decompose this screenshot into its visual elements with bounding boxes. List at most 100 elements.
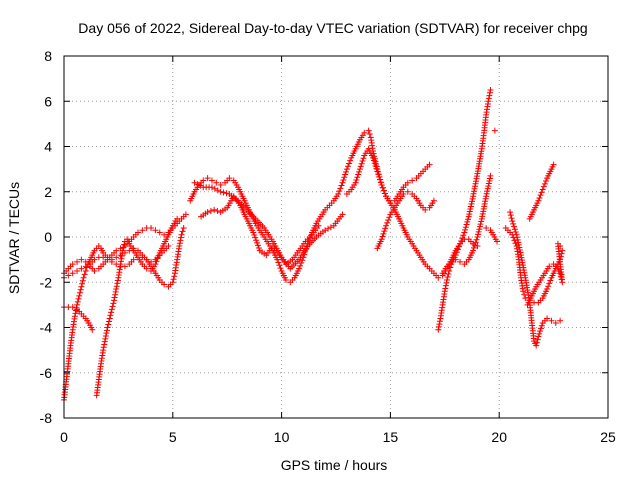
- data-point: [359, 157, 366, 164]
- data-point: [515, 241, 522, 248]
- data-point: [546, 280, 553, 287]
- data-point: [148, 224, 155, 231]
- data-point: [180, 224, 187, 231]
- data-point: [462, 224, 469, 231]
- x-tick-label: 5: [169, 429, 177, 445]
- data-point: [487, 86, 494, 93]
- data-point: [213, 179, 220, 186]
- data-point: [77, 286, 84, 293]
- data-point: [557, 317, 564, 324]
- data-point: [534, 336, 541, 343]
- data-point: [516, 244, 523, 251]
- data-point: [484, 188, 491, 195]
- data-point: [296, 265, 303, 272]
- data-point: [111, 294, 118, 301]
- data-point: [114, 277, 121, 284]
- data-point: [208, 177, 215, 184]
- data-point: [457, 258, 464, 265]
- x-tick-label: 0: [60, 429, 68, 445]
- data-point: [508, 215, 515, 222]
- data-point: [544, 315, 551, 322]
- data-point: [274, 256, 281, 263]
- data-point: [459, 235, 466, 242]
- data-point: [106, 315, 113, 322]
- data-point: [343, 168, 350, 175]
- data-point: [107, 312, 114, 319]
- data-point: [171, 273, 178, 280]
- data-point: [476, 226, 483, 233]
- data-point: [404, 179, 411, 186]
- data-point: [533, 339, 540, 346]
- data-point: [341, 174, 348, 181]
- data-point: [435, 274, 442, 281]
- data-point: [474, 234, 481, 240]
- data-point: [443, 279, 450, 286]
- data-point: [548, 317, 555, 324]
- data-point: [544, 286, 551, 293]
- data-point: [179, 228, 186, 235]
- y-tick-label: 8: [44, 48, 52, 64]
- y-tick-label: 6: [44, 93, 52, 109]
- data-point: [104, 256, 111, 263]
- x-tick-labels: 0 5 10 15 20 25: [60, 429, 616, 445]
- data-point: [253, 237, 260, 244]
- data-point: [400, 191, 407, 198]
- data-series: [61, 243, 172, 281]
- data-point: [177, 237, 184, 244]
- data-point: [378, 236, 385, 243]
- data-point: [211, 185, 218, 192]
- data-point: [89, 326, 96, 333]
- data-point: [516, 247, 523, 254]
- data-point: [108, 309, 115, 316]
- data-point: [535, 333, 542, 340]
- data-point: [469, 195, 476, 202]
- data-point: [357, 163, 364, 170]
- data-point: [443, 276, 450, 283]
- data-point: [113, 286, 120, 293]
- data-point: [458, 237, 465, 244]
- data-point: [356, 166, 363, 173]
- data-point: [226, 175, 233, 182]
- data-series: [374, 188, 437, 252]
- data-point: [369, 154, 376, 161]
- data-series: [483, 127, 501, 245]
- data-point: [315, 222, 322, 229]
- data-point: [465, 213, 472, 220]
- data-point: [100, 347, 107, 354]
- data-point: [483, 224, 490, 231]
- data-point: [100, 344, 107, 351]
- y-tick-label: -8: [40, 410, 53, 426]
- data-point: [550, 161, 557, 168]
- data-point: [377, 179, 384, 186]
- data-point: [535, 197, 542, 204]
- data-point: [104, 324, 111, 331]
- data-point: [485, 183, 492, 190]
- data-point: [455, 243, 462, 250]
- data-point: [338, 182, 345, 189]
- data-point: [484, 185, 491, 192]
- data-point: [381, 190, 388, 197]
- data-series: [61, 304, 96, 333]
- data-point: [494, 238, 501, 245]
- grid-lines: [64, 56, 608, 418]
- data-point: [436, 321, 443, 328]
- data-point: [143, 265, 150, 272]
- data-point: [110, 300, 117, 307]
- data-point: [546, 263, 553, 270]
- data-point: [255, 244, 262, 251]
- data-point: [113, 283, 120, 290]
- data-point: [194, 181, 201, 188]
- data-point: [454, 246, 461, 253]
- data-point: [358, 160, 365, 167]
- data-point: [471, 242, 478, 249]
- data-point: [520, 288, 527, 295]
- data-point: [445, 270, 452, 277]
- data-point: [486, 178, 493, 185]
- data-point: [473, 236, 480, 243]
- data-point: [217, 181, 224, 188]
- data-point: [435, 323, 442, 330]
- data-point: [486, 89, 493, 96]
- data-series: [191, 179, 346, 272]
- data-point: [103, 327, 110, 334]
- data-point: [176, 243, 183, 250]
